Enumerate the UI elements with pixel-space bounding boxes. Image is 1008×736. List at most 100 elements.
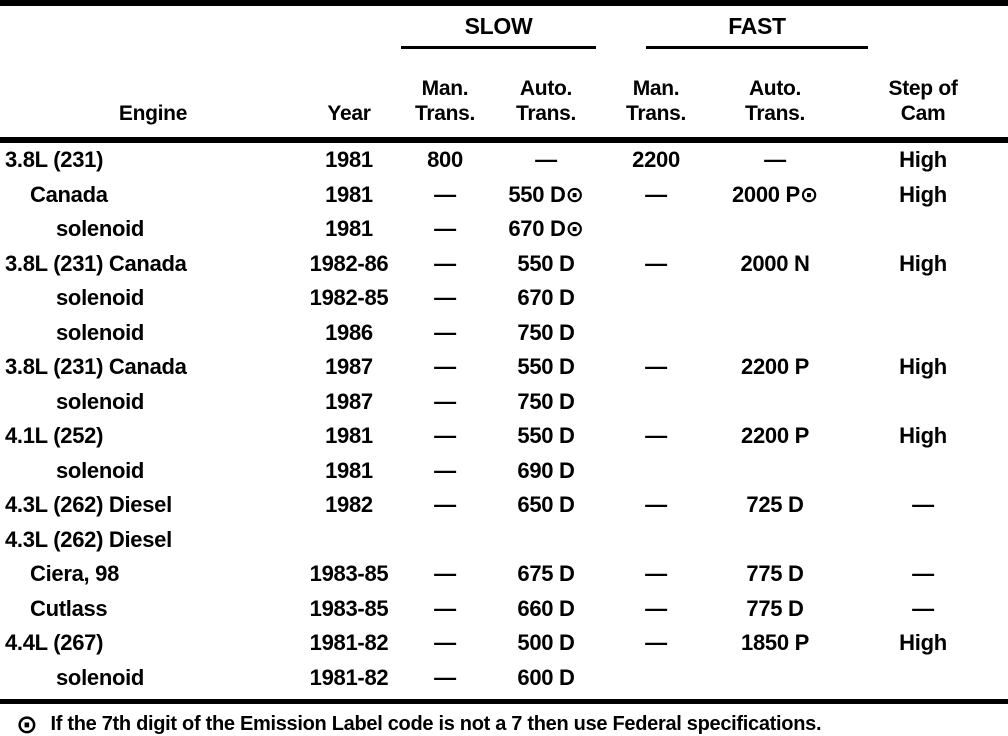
year-column-header: Year [300, 54, 398, 143]
year-cell: 1981 [325, 216, 373, 242]
slow-man-trans-cell: — [434, 319, 456, 345]
year-cell: 1981 [325, 457, 373, 483]
fast-man-trans-cell: — [645, 423, 667, 449]
slow-man-trans-cell: — [434, 285, 456, 311]
fast-man-trans-cell [600, 281, 712, 316]
table-row: Ciera, 98 1983-85 — 675 D — 775 D — [0, 557, 1008, 592]
fast-man-trans-cell: — [645, 354, 667, 380]
slow-man-trans-cell: — [434, 492, 456, 518]
step-of-cam-cell [838, 212, 1008, 247]
engine-cell: solenoid [56, 319, 145, 345]
fast-auto-trans-cell [712, 316, 838, 351]
year-cell: 1987 [325, 354, 373, 380]
slow-man-trans-cell: — [434, 423, 456, 449]
group-header-row: SLOW FAST [0, 6, 1008, 54]
step-of-cam-cell: High [899, 423, 947, 449]
slow-auto-trans-cell: 550 D [517, 354, 575, 380]
fast-man-trans-cell [600, 212, 712, 247]
engine-cell: 4.4L (267) [5, 630, 104, 656]
engine-cell: solenoid [56, 664, 145, 690]
slow-auto-trans-cell: 500 D [517, 630, 575, 656]
step-of-cam-column-header: Step of Cam [838, 54, 1008, 143]
fast-man-trans-cell [600, 385, 712, 420]
slow-man-trans-cell: — [434, 250, 456, 276]
slow-auto-trans-cell: 675 D [517, 561, 575, 587]
fast-auto-trans-cell [712, 523, 838, 558]
year-cell: 1986 [325, 319, 373, 345]
slow-man-trans-cell: — [434, 664, 456, 690]
table-row: solenoid 1981 — 690 D [0, 454, 1008, 489]
year-cell: 1983-85 [309, 595, 389, 621]
fast-auto-trans-cell [712, 661, 838, 696]
year-cell: 1981 [325, 147, 373, 173]
step-of-cam-cell [838, 385, 1008, 420]
fast-man-trans-cell [600, 316, 712, 351]
slow-auto-trans-cell: 750 D [517, 319, 575, 345]
fast-man-trans-cell: 2200 [632, 147, 680, 173]
step-of-cam-cell [838, 454, 1008, 489]
engine-cell: Ciera, 98 [30, 561, 120, 587]
engine-cell: 3.8L (231) Canada [5, 250, 187, 276]
engine-cell: solenoid [56, 285, 145, 311]
step-of-cam-cell: High [899, 181, 947, 207]
engine-cell: 4.3L (262) Diesel [5, 526, 172, 552]
engine-cell: solenoid [56, 216, 145, 242]
group-header-spacer-right [838, 6, 1008, 54]
year-cell: 1981-82 [309, 630, 389, 656]
group-header-spacer [0, 6, 398, 54]
fast-auto-trans-cell [712, 212, 838, 247]
fast-auto-trans-cell: 775 D [746, 595, 804, 621]
step-of-cam-cell [838, 281, 1008, 316]
footnote: ⊙ If the 7th digit of the Emission Label… [0, 704, 1008, 736]
table-row: solenoid 1986 — 750 D [0, 316, 1008, 351]
fast-man-trans-column-header: Man. Trans. [600, 54, 713, 143]
fast-man-trans-cell: — [645, 630, 667, 656]
engine-cell: solenoid [56, 457, 145, 483]
engine-cell: 3.8L (231) [5, 147, 104, 173]
top-rule [0, 0, 1008, 6]
engine-cell: 4.1L (252) [5, 423, 104, 449]
column-header-row: Engine Year Man. Trans. Auto. Trans. Man. T… [0, 54, 1008, 143]
table-row: 3.8L (231) Canada 1987 — 550 D — 2200 P … [0, 350, 1008, 385]
fast-auto-trans-cell: 2200 P [741, 423, 809, 449]
fast-man-trans-cell [600, 523, 712, 558]
circled-dot-icon: ⊙ [16, 709, 38, 736]
step-of-cam-cell: High [899, 354, 947, 380]
table-header: SLOW FAST Engine Year Man. Trans. Auto. Tr… [0, 6, 1008, 143]
fast-man-trans-cell: — [645, 250, 667, 276]
slow-man-trans-cell: — [434, 388, 456, 414]
step-of-cam-cell: — [912, 595, 934, 621]
year-cell: 1987 [325, 388, 373, 414]
year-cell: 1983-85 [309, 561, 389, 587]
slow-man-trans-cell: — [434, 561, 456, 587]
table-row: Canada 1981 — 550 D⊙ — 2000 P⊙ High [0, 178, 1008, 213]
table-row: solenoid 1981 — 670 D⊙ [0, 212, 1008, 247]
slow-man-trans-column-header: Man. Trans. [398, 54, 492, 143]
year-cell: 1981-82 [309, 664, 389, 690]
slow-man-trans-cell: — [434, 595, 456, 621]
table-row: 4.3L (262) Diesel 1982 — 650 D — 725 D — [0, 488, 1008, 523]
fast-auto-trans-cell [712, 454, 838, 489]
year-cell: 1981 [325, 423, 373, 449]
fast-man-trans-cell: — [645, 181, 667, 207]
step-of-cam-cell: — [912, 561, 934, 587]
fast-auto-trans-cell [712, 385, 838, 420]
year-cell: 1981 [325, 181, 373, 207]
year-cell: 1982-86 [309, 250, 389, 276]
fast-auto-trans-cell: 1850 P [741, 630, 809, 656]
slow-group-label: SLOW [401, 13, 597, 50]
year-cell [300, 523, 398, 558]
slow-auto-trans-cell: 670 D [517, 285, 575, 311]
year-cell: 1982-85 [309, 285, 389, 311]
engine-cell: Cutlass [30, 595, 108, 621]
table-row: 4.4L (267) 1981-82 — 500 D — 1850 P High [0, 626, 1008, 661]
fast-auto-trans-cell: 775 D [746, 561, 804, 587]
fast-man-trans-cell: — [645, 492, 667, 518]
fast-auto-trans-cell: 2200 P [741, 354, 809, 380]
engine-cell: 4.3L (262) Diesel [5, 492, 172, 518]
step-of-cam-cell [838, 661, 1008, 696]
fast-auto-trans-cell: 2000 P⊙ [731, 181, 819, 207]
slow-auto-trans-cell [492, 523, 600, 558]
fast-auto-trans-column-header: Auto. Trans. [712, 54, 839, 143]
